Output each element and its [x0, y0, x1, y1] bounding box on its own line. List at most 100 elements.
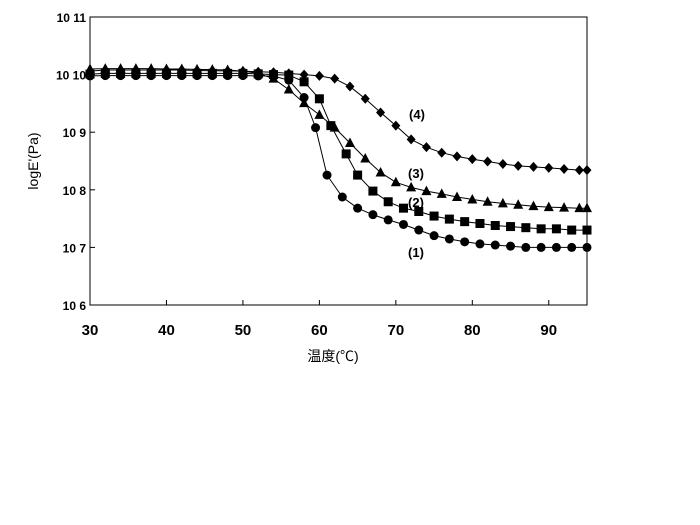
data-point: [460, 237, 470, 247]
data-point: [551, 242, 561, 252]
data-point: [467, 154, 477, 165]
data-point: [528, 200, 539, 211]
data-point: [314, 70, 324, 81]
data-point: [490, 220, 500, 230]
y-tick-label: 10 7: [63, 241, 87, 255]
data-point: [460, 217, 470, 227]
series-annotation: (1): [408, 245, 424, 260]
series-line: [89, 68, 587, 209]
x-tick-label: 40: [158, 322, 175, 339]
data-point: [345, 81, 355, 92]
data-point: [375, 166, 386, 177]
series-annotation: (3): [408, 166, 424, 181]
data-point: [116, 65, 126, 76]
data-point: [444, 234, 454, 244]
data-point: [452, 191, 463, 201]
data-point: [100, 65, 110, 76]
chart-marks: (1) (2) (3) (4): [85, 63, 592, 260]
data-point: [238, 66, 248, 77]
data-point: [482, 196, 493, 206]
data-point: [391, 120, 401, 131]
data-point: [444, 214, 454, 224]
data-point: [506, 222, 516, 232]
data-point: [337, 192, 347, 202]
data-point: [414, 207, 424, 217]
data-point: [376, 107, 386, 118]
y-axis-label: logE'(Pa): [25, 132, 41, 189]
y-tick-label: 10 9: [63, 126, 87, 140]
data-point: [353, 170, 363, 180]
data-point: [161, 65, 171, 76]
y-tick-label: 10 6: [63, 299, 87, 313]
data-point: [330, 73, 340, 84]
data-point: [574, 165, 584, 176]
series-4: [85, 65, 592, 176]
data-point: [521, 223, 531, 233]
data-point: [207, 65, 217, 76]
x-tick-label: 50: [235, 322, 252, 339]
data-point: [567, 242, 577, 252]
data-point: [483, 156, 493, 167]
data-point: [429, 231, 439, 241]
x-tick-label: 60: [311, 322, 328, 339]
data-point: [360, 152, 371, 163]
data-point: [360, 93, 370, 104]
data-point: [475, 218, 485, 228]
data-point: [574, 202, 585, 213]
data-point: [329, 122, 340, 132]
data-point: [146, 65, 156, 76]
data-point: [322, 170, 332, 180]
data-point: [567, 225, 577, 235]
series-2: [85, 68, 592, 235]
data-point: [314, 94, 324, 104]
data-point: [429, 211, 439, 221]
data-point: [437, 147, 447, 158]
data-point: [513, 160, 523, 171]
data-point: [543, 201, 554, 212]
data-point: [506, 241, 516, 251]
data-point: [284, 68, 294, 79]
data-point: [452, 151, 462, 162]
data-point: [383, 197, 393, 207]
data-point: [390, 176, 401, 187]
y-tick-label: 10 11: [57, 11, 87, 25]
data-point: [544, 162, 554, 173]
data-point: [344, 137, 355, 147]
data-point: [253, 66, 263, 77]
data-point: [368, 210, 378, 220]
data-point: [536, 224, 546, 234]
data-point: [528, 161, 538, 172]
x-axis-label: 温度(℃): [307, 348, 358, 364]
data-point: [283, 84, 294, 94]
x-tick-label: 30: [82, 322, 99, 339]
data-point: [223, 65, 233, 76]
data-point: [299, 69, 309, 80]
data-point: [269, 67, 279, 78]
data-point: [467, 193, 478, 204]
data-point: [311, 123, 321, 133]
data-point: [406, 181, 417, 192]
data-point: [192, 65, 202, 76]
plot-frame: [89, 16, 588, 306]
data-point: [536, 242, 546, 252]
data-point: [513, 199, 524, 209]
data-point: [559, 163, 569, 174]
data-point: [436, 188, 447, 198]
data-point: [326, 121, 336, 131]
data-point: [498, 159, 508, 170]
data-point: [421, 185, 432, 196]
data-point: [341, 149, 351, 159]
data-point: [383, 215, 393, 225]
data-point: [299, 97, 310, 108]
series-1: [85, 71, 592, 252]
data-point: [268, 73, 279, 83]
series-line: [89, 69, 587, 171]
data-point: [559, 202, 570, 212]
data-point: [314, 109, 325, 119]
data-point: [398, 203, 408, 213]
data-point: [421, 142, 431, 153]
axis-ticks: 30 40 50 60 70 80 90 10 6 10 7 10 8 10 9 10 10 10 11: [56, 11, 557, 339]
data-point: [521, 242, 531, 252]
data-point: [177, 65, 187, 76]
